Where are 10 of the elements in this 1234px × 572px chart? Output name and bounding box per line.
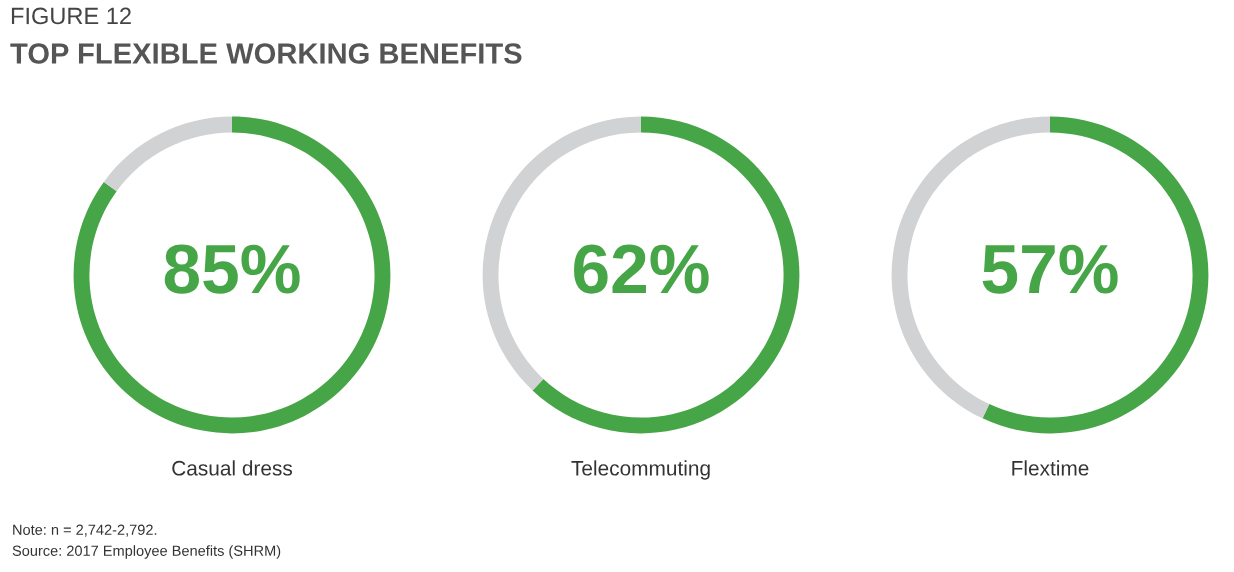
source-note: Source: 2017 Employee Benefits (SHRM) [12, 545, 281, 559]
data-label: 85% [164, 244, 300, 294]
data-label: 57% [982, 244, 1118, 294]
text: Telecommuting [571, 460, 710, 480]
text: Note: n = 2,742-2,792. [13, 524, 157, 537]
chart-title: TOP FLEXIBLE WORKING BENEFITS [10, 43, 522, 64]
text: Flextime [1012, 460, 1089, 476]
text: Casual dress [172, 460, 293, 476]
chart-subtitle: FIGURE 12 [11, 7, 131, 25]
data-label: 62% [574, 244, 709, 294]
